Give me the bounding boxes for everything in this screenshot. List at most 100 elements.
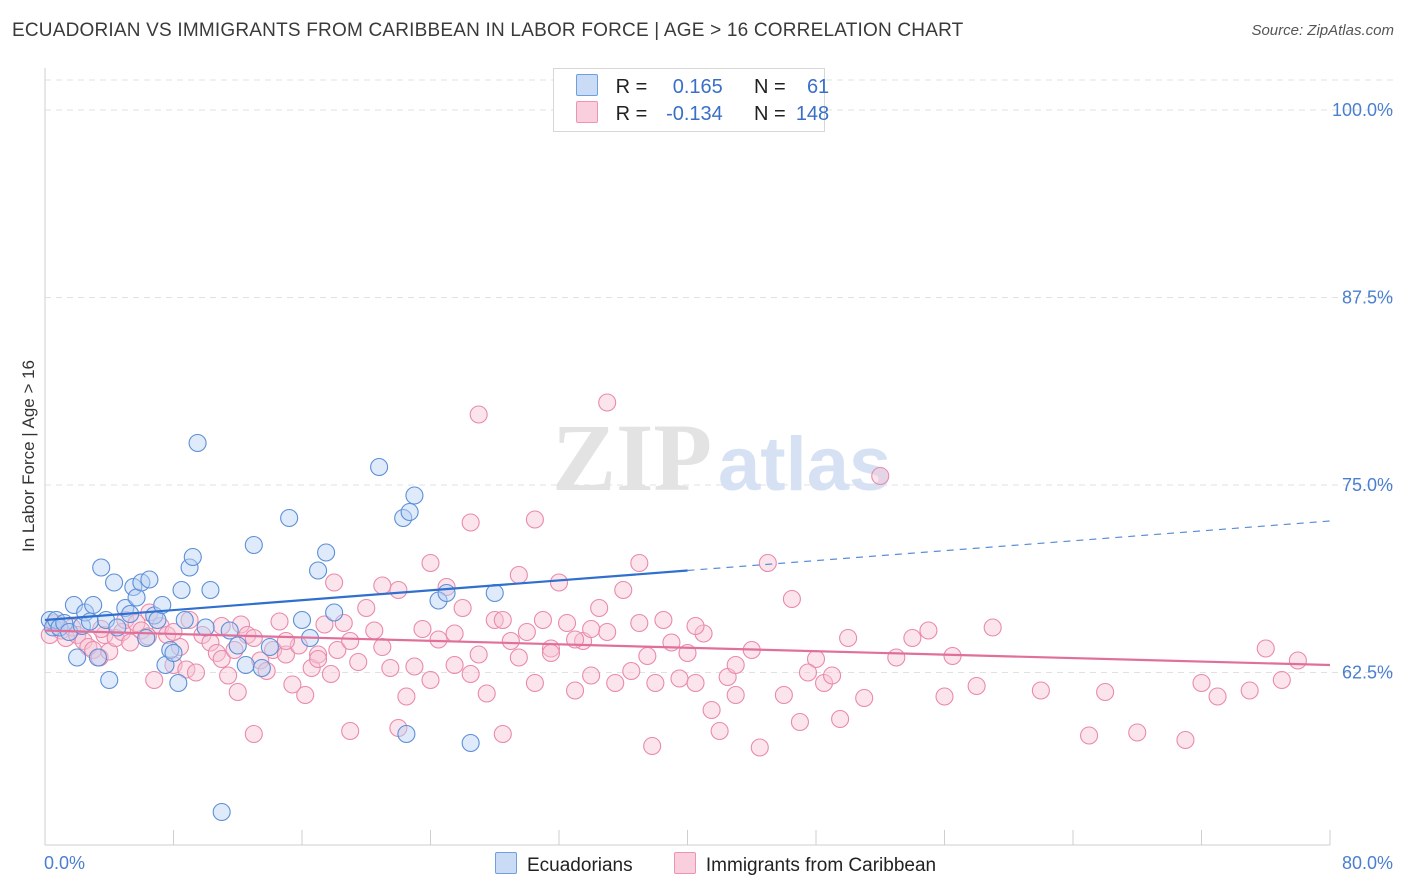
- caribbean-point: [622, 661, 641, 681]
- caribbean-point: [686, 673, 705, 693]
- ecuadorian-point: [140, 570, 159, 589]
- ecuadorian-points: [40, 433, 504, 822]
- caribbean-trend-line: [44, 629, 1331, 667]
- caribbean-point: [389, 580, 408, 600]
- ecuadorian-point: [68, 648, 87, 667]
- caribbean-point: [1176, 730, 1195, 750]
- y-tick-label: 75.0%: [1342, 475, 1393, 495]
- legend-row-caribbean: R = -0.134 N = 148: [576, 101, 829, 127]
- caribbean-point: [566, 681, 585, 700]
- caribbean-point: [646, 673, 665, 693]
- caribbean-point: [397, 687, 416, 706]
- x-tick-label-min: 0.0%: [44, 853, 85, 873]
- legend-n-label: N =: [753, 76, 786, 98]
- grid-lines: [45, 79, 1395, 673]
- caribbean-point: [726, 685, 745, 705]
- legend-r-value: 0.165: [672, 76, 723, 98]
- ecuadorian-point: [164, 643, 183, 663]
- caribbean-point: [186, 663, 206, 682]
- caribbean-point: [328, 640, 347, 660]
- caribbean-point: [525, 673, 544, 693]
- caribbean-point: [349, 652, 368, 672]
- caribbean-point: [670, 669, 689, 688]
- caribbean-point: [469, 405, 488, 424]
- y-tick-label: 87.5%: [1342, 288, 1393, 308]
- caribbean-point: [357, 598, 376, 618]
- ecuadorian-point: [292, 610, 312, 630]
- caribbean-point: [164, 622, 183, 642]
- ecuadorian-point: [84, 595, 103, 615]
- caribbean-point: [839, 628, 858, 648]
- legend-swatch-pink: [576, 101, 598, 123]
- caribbean-point: [341, 721, 360, 741]
- caribbean-point: [321, 664, 340, 684]
- legend-n-value: 148: [795, 103, 830, 125]
- caribbean-point: [231, 615, 251, 634]
- ecuadorian-point: [212, 802, 231, 822]
- caribbean-point: [1031, 681, 1050, 700]
- caribbean-point: [1272, 670, 1291, 690]
- caribbean-point: [606, 673, 625, 693]
- caribbean-point: [421, 670, 440, 690]
- caribbean-point: [549, 573, 569, 592]
- ecuadorian-point: [183, 547, 202, 567]
- caribbean-point: [533, 610, 552, 630]
- caribbean-point: [309, 645, 328, 664]
- caribbean-point: [919, 621, 938, 640]
- y-tick-label: 100.0%: [1332, 100, 1393, 120]
- legend-item-ecuadorians: Ecuadorians: [495, 852, 633, 877]
- y-tick-label: 62.5%: [1342, 663, 1393, 683]
- caribbean-point: [967, 676, 986, 696]
- caribbean-point: [1256, 639, 1275, 658]
- legend-r-value: -0.134: [666, 103, 723, 125]
- ecuadorian-trend-line: [44, 569, 688, 622]
- caribbean-point: [437, 577, 456, 597]
- caribbean-point: [251, 651, 270, 670]
- caribbean-point: [630, 613, 649, 633]
- caribbean-point: [283, 675, 302, 694]
- trend-lines: [44, 520, 1331, 667]
- caribbean-point: [461, 513, 480, 532]
- ecuadorian-point: [127, 588, 146, 607]
- ecuadorian-point: [309, 561, 328, 580]
- ecuadorian-point: [188, 433, 207, 453]
- ecuadorian-point: [325, 603, 344, 622]
- caribbean-point: [686, 616, 705, 636]
- legend-row-ecuadorians: R = 0.165 N = 61: [576, 74, 829, 100]
- ecuadorian-point: [228, 636, 247, 655]
- caribbean-point: [855, 688, 874, 708]
- legend-swatch-blue: [576, 74, 598, 96]
- caribbean-point: [381, 658, 400, 678]
- caribbean-point: [638, 646, 657, 666]
- caribbean-point: [557, 613, 577, 633]
- ecuadorian-point: [100, 670, 119, 690]
- caribbean-point: [983, 618, 1002, 637]
- caribbean-point: [598, 622, 617, 642]
- source-label: Source: ZipAtlas.com: [1251, 22, 1394, 39]
- caribbean-point: [643, 736, 662, 756]
- caribbean-point: [582, 619, 601, 639]
- caribbean-point: [654, 610, 673, 630]
- ecuadorian-point: [196, 618, 215, 637]
- chart-title: ECUADORIAN VS IMMIGRANTS FROM CARIBBEAN …: [12, 20, 964, 41]
- caribbean-point: [1096, 682, 1115, 702]
- caribbean-point: [750, 738, 769, 757]
- caribbean-point: [935, 687, 954, 706]
- caribbean-point: [525, 510, 544, 529]
- legend-swatch-blue: [495, 852, 517, 874]
- caribbean-point: [315, 615, 334, 634]
- caribbean-point: [710, 721, 729, 741]
- caribbean-point: [493, 610, 512, 630]
- caribbean-point: [1080, 726, 1099, 745]
- caribbean-point: [887, 648, 906, 667]
- caribbean-point: [903, 628, 922, 648]
- x-tick-label-max: 80.0%: [1342, 853, 1393, 873]
- caribbean-point: [509, 648, 528, 667]
- watermark: ZIP atlas: [552, 404, 891, 511]
- ecuadorian-point: [437, 583, 456, 603]
- caribbean-point: [445, 624, 464, 643]
- caribbean-point: [630, 553, 649, 573]
- ecuadorian-point: [116, 598, 135, 618]
- caribbean-point: [244, 724, 263, 744]
